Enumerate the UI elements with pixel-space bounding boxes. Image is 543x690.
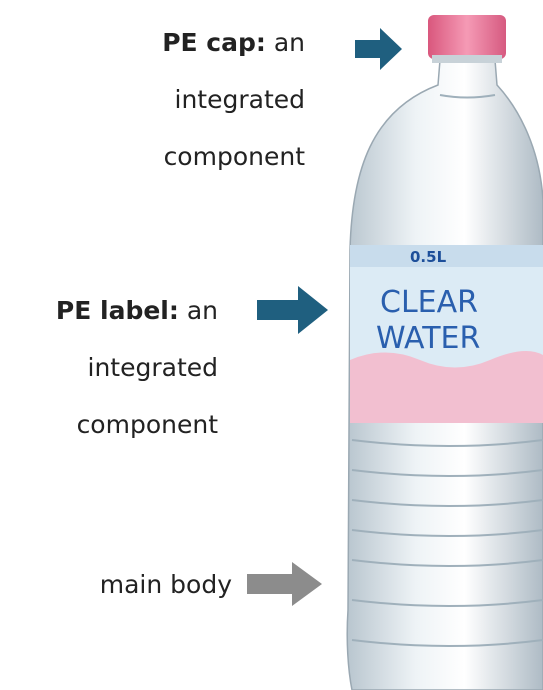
body-arrow [247, 562, 322, 606]
label-note-bold: PE label: [56, 296, 179, 325]
label-arrow [257, 286, 328, 334]
cap-arrow [355, 28, 402, 70]
label-note: PE label: an integrated component [18, 282, 218, 453]
cap-note-bold: PE cap: [162, 28, 266, 57]
bottle-volume: 0.5L [410, 248, 447, 266]
cap-note: PE cap: an integrated component [115, 14, 305, 185]
cap-ring [432, 55, 502, 63]
bottle-cap [428, 15, 506, 59]
page: 0.5L CLEAR WATER PE cap: an integrated c… [0, 0, 543, 690]
label-stripe [350, 245, 543, 267]
bottle-brand: CLEAR [380, 285, 478, 320]
bottle-brand: WATER [376, 321, 480, 356]
body-note-text: main body [100, 570, 232, 599]
body-note: main body [32, 556, 232, 613]
